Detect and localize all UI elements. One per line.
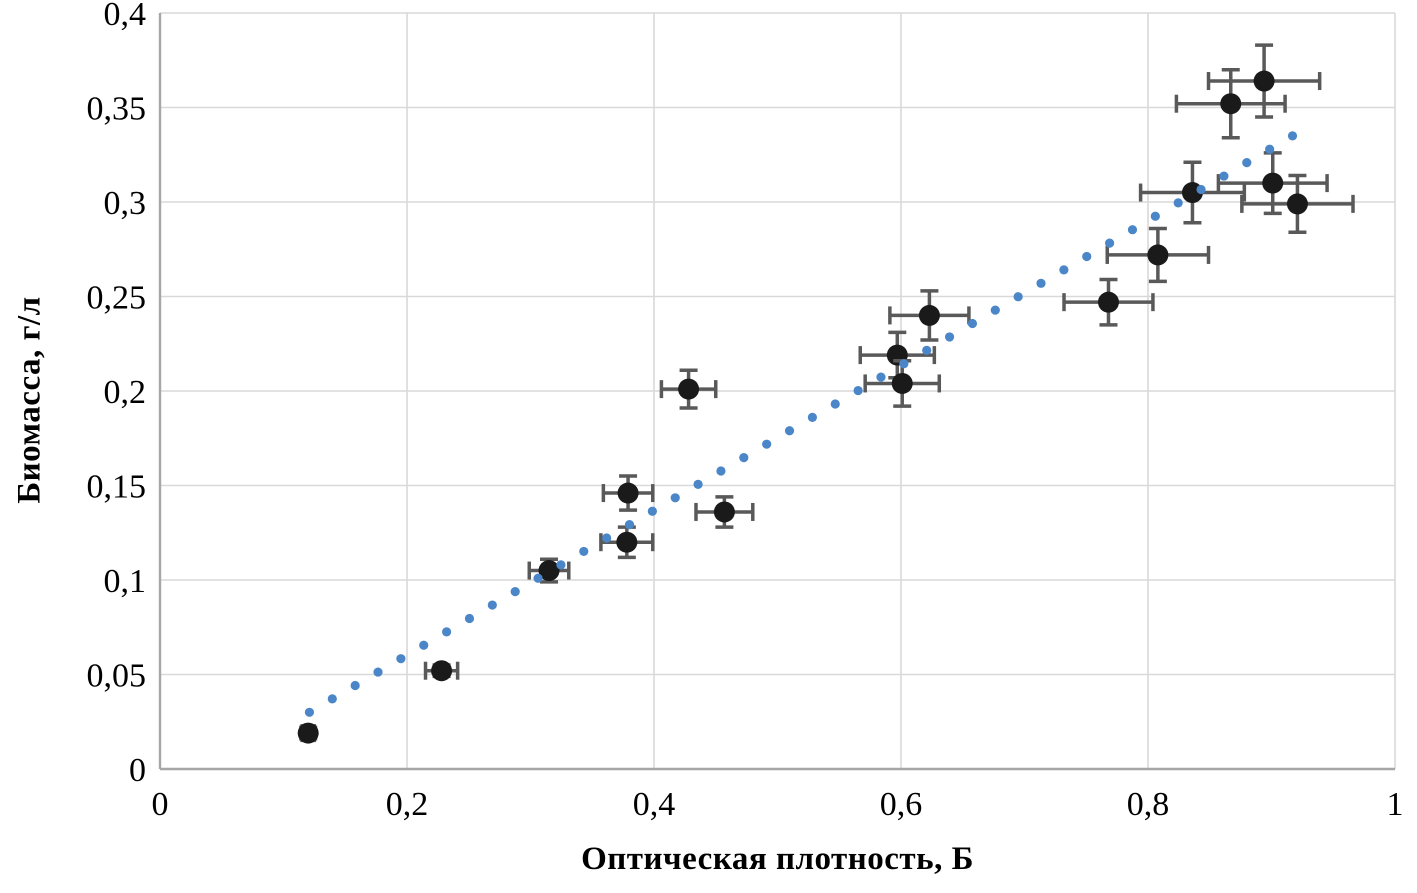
x-tick-label: 1: [1387, 786, 1404, 823]
y-tick-label: 0,2: [104, 374, 147, 411]
trendline-dot: [670, 493, 680, 503]
data-point: [297, 722, 319, 744]
trendline-dot: [647, 506, 657, 516]
trendline-dot: [853, 385, 863, 396]
trendline-dot: [1196, 184, 1206, 195]
trendline-dot: [1219, 171, 1229, 181]
trendline-dot: [1105, 238, 1115, 248]
trendline-dot: [739, 452, 749, 463]
y-tick-label: 0,1: [104, 563, 147, 600]
x-tick-label: 0: [152, 786, 169, 823]
trendline-dot: [922, 345, 932, 355]
y-tick-label: 0,05: [87, 658, 147, 695]
x-tick-label: 0,8: [1127, 786, 1170, 823]
trendline-dot: [944, 332, 955, 342]
trendline-dot: [807, 412, 817, 422]
data-point: [891, 372, 913, 394]
data-point: [1147, 244, 1169, 266]
data-point: [617, 482, 639, 504]
y-tick-label: 0,3: [104, 185, 147, 222]
trendline-dot: [716, 466, 726, 476]
y-tick-label: 0,15: [87, 469, 147, 506]
trendline-dot: [1173, 198, 1183, 208]
x-axis-title: Оптическая плотность, Б: [581, 841, 974, 877]
x-tick-label: 0,4: [633, 786, 676, 823]
trendline-dot: [762, 439, 772, 449]
x-tick-label: 0,2: [386, 786, 429, 823]
trendline-dot: [487, 600, 497, 610]
trendline-dot: [1036, 278, 1046, 288]
data-point: [538, 560, 560, 582]
trendline-dot: [830, 399, 840, 409]
trendline-dot: [1265, 144, 1275, 154]
data-point: [431, 660, 453, 682]
trendline-dot: [1242, 158, 1252, 168]
data-point: [616, 531, 638, 553]
trendline-dot: [579, 546, 589, 557]
y-tick-label: 0,25: [87, 280, 147, 317]
trendline-dot: [624, 520, 635, 530]
trendline-dot: [876, 372, 886, 382]
trendline-dot: [693, 479, 703, 490]
trendline-dot: [396, 654, 406, 664]
y-axis-title: Биомасса, г/л: [11, 296, 48, 504]
trendline-dot: [533, 573, 543, 583]
trendline-dot: [784, 426, 795, 436]
trendline-dot: [373, 667, 383, 677]
data-point: [918, 304, 940, 326]
trendline-dot: [464, 613, 475, 624]
trendline-dot: [1082, 251, 1092, 262]
data-point: [1253, 70, 1275, 92]
data-point: [1097, 291, 1119, 313]
y-tick-label: 0: [129, 752, 146, 789]
data-point: [713, 501, 735, 523]
trendline-dot: [350, 680, 360, 691]
trendline-dot: [1127, 225, 1138, 235]
trendline-dot: [602, 533, 612, 543]
data-point: [678, 378, 700, 400]
data-point: [1220, 93, 1242, 115]
trendline-dot: [304, 707, 315, 717]
trendline-dot: [510, 587, 520, 597]
trendline-dot: [967, 318, 978, 329]
trendline-dot: [990, 305, 1000, 315]
y-tick-label: 0,35: [87, 91, 147, 128]
trendline-dot: [1059, 265, 1069, 275]
trendline-dot: [1287, 131, 1298, 141]
trendline-dot: [327, 694, 337, 704]
trendline-dot: [1150, 211, 1160, 221]
trendline-dot: [556, 560, 566, 570]
trendline-dot: [899, 359, 909, 369]
trendline-dot: [419, 640, 429, 650]
trendline-dot: [442, 627, 452, 637]
x-tick-label: 0,6: [880, 786, 923, 823]
y-tick-label: 0,4: [104, 0, 147, 33]
data-point: [1286, 193, 1308, 215]
data-point: [1262, 172, 1284, 194]
trendline-dot: [1013, 292, 1023, 302]
